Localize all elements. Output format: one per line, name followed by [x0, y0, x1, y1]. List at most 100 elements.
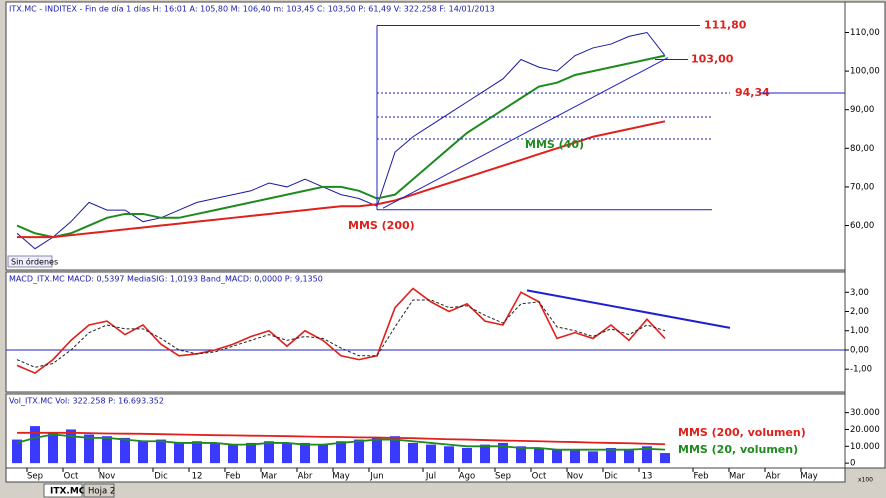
status-box: [7, 255, 53, 268]
series-line: [16, 299, 666, 368]
y-tick-label: 1,00: [850, 326, 869, 336]
volume-bar: [390, 436, 400, 464]
volume-bar: [336, 441, 346, 464]
y-tick-label: -1,00: [850, 365, 872, 375]
volume-bar: [282, 442, 292, 464]
macd-panel: [5, 271, 846, 393]
x-tick-label: Jul: [425, 472, 436, 482]
x-tick-label: Dic: [154, 472, 168, 482]
volume-bar: [102, 436, 112, 464]
volume-bar: [552, 449, 562, 464]
x-tick-label: Nov: [99, 472, 116, 482]
macd-header: MACD_ITX.MC MACD: 0,5397 MediaSIG: 1,019…: [9, 275, 323, 284]
trend-line: [526, 289, 731, 329]
tab[interactable]: [43, 483, 83, 498]
x-tick-label: Ago: [459, 472, 475, 482]
volume-bar: [228, 444, 238, 464]
volume-bar: [642, 446, 652, 464]
x-tick-label: Feb: [225, 472, 240, 482]
volume-bar: [156, 439, 166, 464]
y-tick-label: 20.000: [850, 425, 880, 435]
volume-bar: [372, 437, 382, 464]
volume-bar: [588, 451, 598, 464]
volume-bar: [66, 429, 76, 464]
volume-bar: [534, 447, 544, 464]
trend-line: [382, 57, 669, 209]
series-line: [17, 120, 666, 239]
y-tick-label: 2,00: [850, 307, 869, 317]
volume-bar: [516, 446, 526, 464]
y-tick-label: 110,00: [850, 28, 880, 38]
y-tick-label: 100,00: [850, 67, 880, 77]
x-tick-label: May: [800, 472, 818, 482]
x-tick-label: Mar: [729, 472, 746, 482]
tab-label[interactable]: Hoja 2: [88, 487, 115, 497]
volume-bar: [84, 434, 94, 464]
volume-bar: [246, 442, 256, 464]
x-tick-label: Abr: [766, 472, 781, 482]
x-tick-label: Oct: [532, 472, 547, 482]
series-line: [16, 433, 666, 451]
x-axis-strip: [5, 467, 846, 483]
y-tick-label: 0,00: [850, 345, 869, 355]
volume-bar: [480, 444, 490, 464]
status-text: Sin órdenes: [11, 257, 58, 267]
level-label: 103,00: [691, 53, 734, 66]
x-tick-label: Sep: [27, 472, 43, 482]
volume-header: Vol_ITX.MC Vol: 322.258 P: 16.693.352: [9, 397, 164, 406]
x-tick-label: Oct: [64, 472, 79, 482]
legend-label: MMS (20, volumen): [678, 443, 798, 456]
volume-bar: [444, 446, 454, 464]
volume-bar: [606, 447, 616, 464]
y-tick-label: 0: [850, 459, 855, 469]
volume-bar: [210, 442, 220, 464]
volume-bar: [138, 441, 148, 464]
volume-bar: [30, 426, 40, 464]
series-line: [17, 431, 666, 446]
x-tick-label: Feb: [693, 472, 708, 482]
volume-bar: [120, 437, 130, 464]
volume-bar: [192, 441, 202, 464]
x-tick-label: Abr: [298, 472, 313, 482]
x-tick-label: 13: [642, 472, 653, 482]
series-line: [16, 31, 666, 250]
y-axis-strip: [844, 1, 886, 469]
y-tick-label: 80,00: [850, 144, 874, 154]
series-line: [16, 54, 666, 239]
volume-bar: [426, 444, 436, 464]
volume-bar: [462, 447, 472, 464]
price-panel: [5, 1, 846, 271]
x-tick-label: Jun: [369, 472, 383, 482]
y-tick-label: 90,00: [850, 105, 874, 115]
x-tick-label: 12: [192, 472, 203, 482]
level-label: 94,34: [735, 86, 770, 99]
volume-bar: [300, 442, 310, 464]
y-tick-label: 10.000: [850, 442, 880, 452]
price-header: ITX.MC - INDITEX - Fin de día 1 días H: …: [9, 5, 495, 14]
volume-bar: [48, 432, 58, 464]
x-tick-label: Nov: [567, 472, 584, 482]
tab[interactable]: [83, 483, 115, 498]
series-line: [16, 287, 666, 374]
volume-bar: [264, 441, 274, 464]
x-tick-label: Dic: [604, 472, 618, 482]
volume-bar: [318, 444, 328, 464]
volume-bar: [624, 449, 634, 464]
tab-label[interactable]: ITX.MC: [50, 487, 86, 497]
volume-bar: [660, 453, 670, 464]
volume-bar: [174, 442, 184, 464]
volume-bar: [498, 442, 508, 464]
legend-label: MMS (200, volumen): [678, 426, 806, 439]
volume-bar: [570, 449, 580, 464]
volume-bar: [354, 439, 364, 464]
level-label: 111,80: [704, 19, 747, 32]
volume-bar: [12, 439, 22, 464]
volume-bar: [408, 442, 418, 464]
series-label: MMS (40): [525, 138, 584, 151]
y-tick-label: 3,00: [850, 288, 869, 298]
badge: x100: [858, 477, 873, 484]
x-tick-label: Mar: [261, 472, 278, 482]
series-label: MMS (200): [348, 219, 415, 232]
y-tick-label: 60,00: [850, 221, 874, 231]
